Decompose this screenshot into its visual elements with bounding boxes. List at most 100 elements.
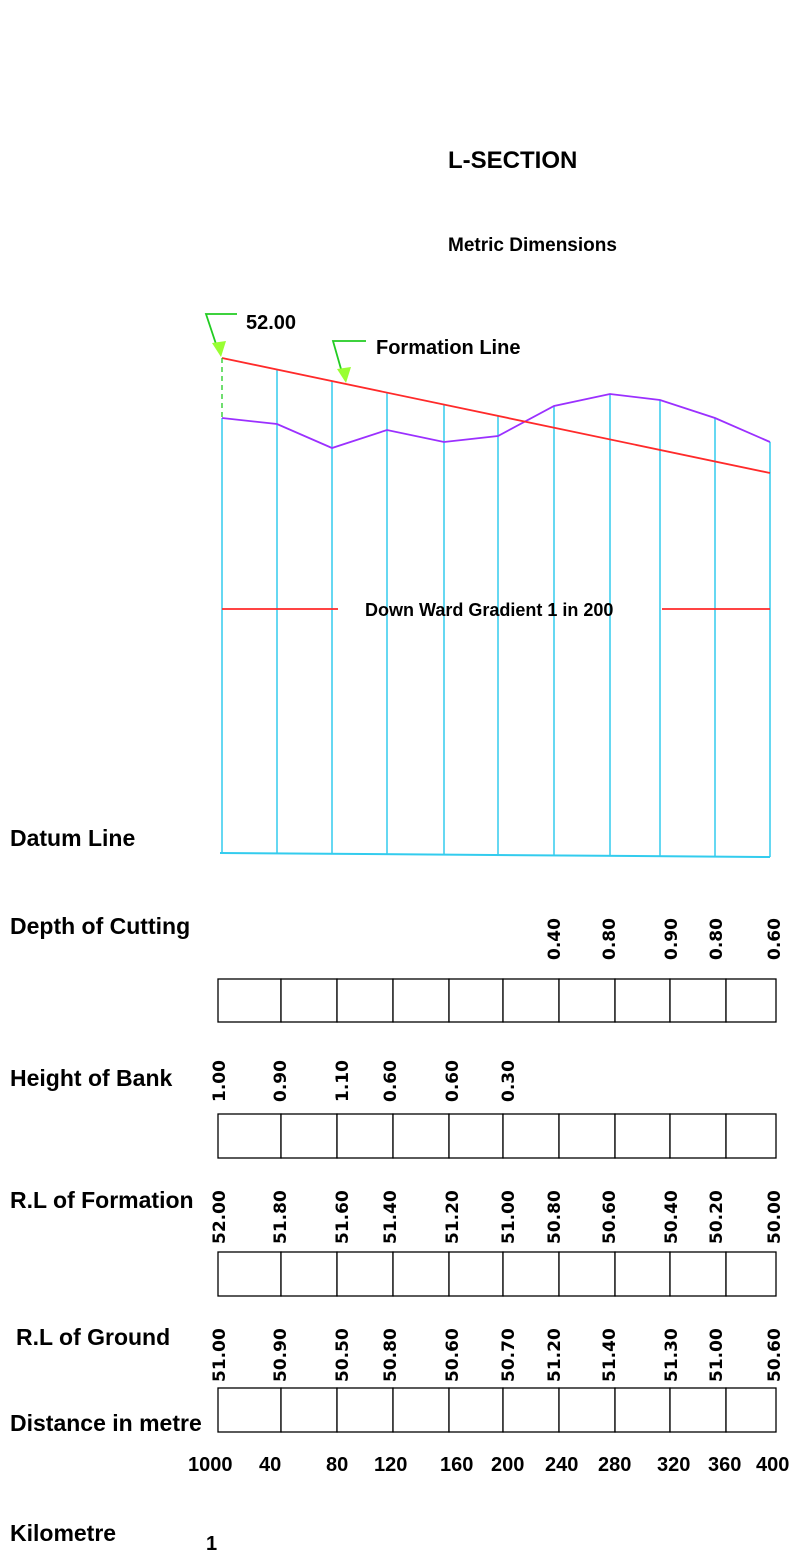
table-cell <box>669 1251 727 1297</box>
rl-formation-value: 50.80 <box>545 1190 565 1244</box>
table-cell <box>280 1251 338 1297</box>
gradient-label: Down Ward Gradient 1 in 200 <box>365 600 613 620</box>
height-of-bank-value: 1.00 <box>210 1060 230 1102</box>
table-cell <box>669 1387 727 1433</box>
rl-ground-value: 50.60 <box>765 1328 785 1382</box>
rl-ground-value: 50.60 <box>443 1328 463 1382</box>
table-cell <box>725 1251 777 1297</box>
height-of-bank-value: 1.10 <box>333 1060 353 1102</box>
datum-line-label: Datum Line <box>10 825 135 851</box>
formation-line-label: Formation Line <box>376 337 520 359</box>
rl-ground-value: 50.50 <box>333 1328 353 1382</box>
table-cell <box>336 1251 394 1297</box>
rl-ground-value: 50.80 <box>381 1328 401 1382</box>
table-cell <box>280 978 338 1023</box>
table-cell <box>392 1387 450 1433</box>
rl-formation-value: 50.40 <box>662 1190 682 1244</box>
table-cell <box>392 1113 450 1159</box>
table-cell <box>280 1387 338 1433</box>
distance-value: 200 <box>491 1454 524 1476</box>
formation-line-leader <box>331 340 366 377</box>
table-cell <box>448 1251 504 1297</box>
start-level-leader <box>204 313 237 351</box>
distance-value: 120 <box>374 1454 407 1476</box>
ground-profile-line <box>221 393 771 449</box>
height-of-bank-value: 0.30 <box>499 1060 519 1102</box>
datum-line <box>219 852 771 858</box>
kilometre-value: 1 <box>206 1533 217 1554</box>
rl-formation-value: 51.00 <box>499 1190 519 1244</box>
distance-value: 400 <box>756 1454 789 1476</box>
table-cell <box>558 978 616 1023</box>
distance-value: 80 <box>326 1454 348 1476</box>
rl-formation-value: 52.00 <box>210 1190 230 1244</box>
start-level-label: 52.00 <box>246 312 296 334</box>
table-cell <box>392 978 450 1023</box>
table-cell <box>280 1113 338 1159</box>
table-cell <box>558 1251 616 1297</box>
table-cell <box>614 1113 671 1159</box>
distance-value: 240 <box>545 1454 578 1476</box>
table-cell <box>336 1387 394 1433</box>
table-cell <box>217 1113 282 1159</box>
rl-formation-value: 50.00 <box>765 1190 785 1244</box>
rl-ground-value: 51.40 <box>600 1328 620 1382</box>
rl-formation-value: 51.80 <box>271 1190 291 1244</box>
depth-of-cutting-value: 0.80 <box>600 918 620 960</box>
rl-ground-value: 51.20 <box>545 1328 565 1382</box>
height-of-bank-label: Height of Bank <box>10 1065 172 1091</box>
formation-line-arrow <box>337 367 351 383</box>
rl-ground-value: 51.30 <box>662 1328 682 1382</box>
page-subtitle: Metric Dimensions <box>448 235 617 256</box>
kilometre-label: Kilometre <box>10 1520 116 1546</box>
height-of-bank-value: 0.90 <box>271 1060 291 1102</box>
rl-formation-value: 51.20 <box>443 1190 463 1244</box>
table-cell <box>502 1387 560 1433</box>
table-cell <box>502 1113 560 1159</box>
distance-value: 40 <box>259 1454 281 1476</box>
distance-value: 160 <box>440 1454 473 1476</box>
rl-formation-label: R.L of Formation <box>10 1187 194 1213</box>
rl-formation-value: 50.20 <box>707 1190 727 1244</box>
table-cell <box>725 1387 777 1433</box>
depth-of-cutting-label: Depth of Cutting <box>10 913 190 939</box>
table-cell <box>614 978 671 1023</box>
rl-ground-value: 51.00 <box>707 1328 727 1382</box>
table-cell <box>336 1113 394 1159</box>
rl-formation-value: 51.40 <box>381 1190 401 1244</box>
table-cell <box>448 1113 504 1159</box>
table-cell <box>669 1113 727 1159</box>
table-cell <box>614 1387 671 1433</box>
rl-ground-value: 50.90 <box>271 1328 291 1382</box>
table-cell <box>448 1387 504 1433</box>
depth-of-cutting-value: 0.60 <box>765 918 785 960</box>
table-cell <box>217 1251 282 1297</box>
page-title: L-SECTION <box>448 147 577 174</box>
table-cell <box>448 978 504 1023</box>
distance-value: 280 <box>598 1454 631 1476</box>
table-cell <box>217 1387 282 1433</box>
height-of-bank-value: 0.60 <box>381 1060 401 1102</box>
section-table <box>217 978 777 1433</box>
height-of-bank-value: 0.60 <box>443 1060 463 1102</box>
table-cell <box>502 978 560 1023</box>
rl-formation-value: 50.60 <box>600 1190 620 1244</box>
table-cell <box>669 978 727 1023</box>
table-cell <box>502 1251 560 1297</box>
table-cell <box>217 978 282 1023</box>
rl-ground-label: R.L of Ground <box>16 1324 170 1350</box>
depth-of-cutting-value: 0.90 <box>662 918 682 960</box>
depth-of-cutting-value: 0.40 <box>545 918 565 960</box>
ordinate-lines <box>221 369 771 857</box>
rl-ground-value: 50.70 <box>499 1328 519 1382</box>
start-level-arrow <box>212 341 226 357</box>
distance-label: Distance in metre <box>10 1410 202 1436</box>
table-cell <box>725 978 777 1023</box>
depth-of-cutting-value: 0.80 <box>707 918 727 960</box>
formation-line <box>221 357 771 474</box>
distance-value: 360 <box>708 1454 741 1476</box>
table-cell <box>558 1113 616 1159</box>
table-cell <box>392 1251 450 1297</box>
rl-ground-value: 51.00 <box>210 1328 230 1382</box>
rl-formation-value: 51.60 <box>333 1190 353 1244</box>
